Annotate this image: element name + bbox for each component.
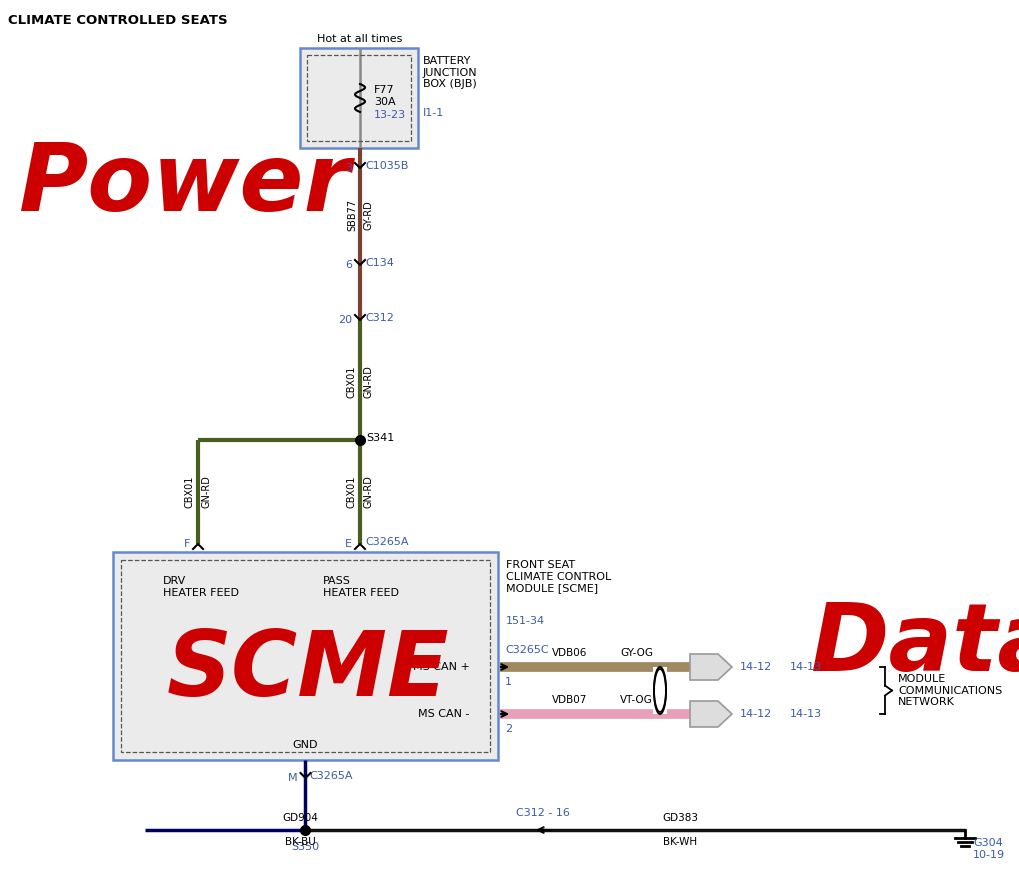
- Text: 30A: 30A: [374, 97, 395, 107]
- Text: GD904: GD904: [282, 813, 318, 823]
- Text: FRONT SEAT
CLIMATE CONTROL
MODULE [SCME]: FRONT SEAT CLIMATE CONTROL MODULE [SCME]: [506, 560, 611, 593]
- Text: PASS
HEATER FEED: PASS HEATER FEED: [323, 576, 399, 598]
- Text: BK-BU: BK-BU: [284, 837, 315, 847]
- Text: C312: C312: [365, 313, 394, 323]
- Text: VDB06: VDB06: [552, 648, 588, 658]
- Text: VDB07: VDB07: [552, 695, 588, 705]
- Text: 2: 2: [505, 724, 513, 734]
- Text: C3265A: C3265A: [365, 537, 409, 547]
- Text: CBX01: CBX01: [347, 476, 357, 508]
- Text: S350: S350: [291, 842, 320, 852]
- Text: CLIMATE CONTROLLED SEATS: CLIMATE CONTROLLED SEATS: [8, 14, 227, 27]
- Text: MS CAN -: MS CAN -: [419, 709, 470, 719]
- Text: DRV
HEATER FEED: DRV HEATER FEED: [163, 576, 239, 598]
- Text: GN-RD: GN-RD: [364, 476, 374, 508]
- Text: GY-OG: GY-OG: [620, 648, 653, 658]
- Text: 13-23: 13-23: [374, 110, 407, 120]
- Text: C312 - 16: C312 - 16: [516, 808, 570, 818]
- Text: M: M: [288, 773, 298, 783]
- Text: G304
10-19: G304 10-19: [973, 838, 1005, 860]
- Text: GD383: GD383: [662, 813, 698, 823]
- Text: C1035B: C1035B: [365, 161, 409, 171]
- Text: Hot at all times: Hot at all times: [317, 34, 403, 44]
- Text: I1-1: I1-1: [423, 108, 444, 118]
- Text: F: F: [183, 539, 190, 549]
- Text: Power: Power: [18, 139, 351, 231]
- Text: F77: F77: [374, 85, 394, 95]
- Text: 6: 6: [345, 260, 352, 270]
- Text: 14-12: 14-12: [740, 709, 772, 719]
- Text: 14-13: 14-13: [790, 662, 822, 672]
- Text: GY-RD: GY-RD: [364, 200, 374, 230]
- Text: MODULE
COMMUNICATIONS
NETWORK: MODULE COMMUNICATIONS NETWORK: [898, 674, 1003, 707]
- Bar: [300, 48, 418, 148]
- Text: E: E: [345, 539, 352, 549]
- Text: 14-12: 14-12: [740, 662, 772, 672]
- Bar: [307, 55, 411, 141]
- Polygon shape: [690, 701, 732, 727]
- Text: VT-OG: VT-OG: [620, 695, 653, 705]
- Text: C134: C134: [365, 258, 394, 268]
- Text: 3: 3: [345, 163, 352, 173]
- Text: 1: 1: [505, 677, 512, 687]
- Text: GND: GND: [292, 740, 318, 750]
- Text: 20: 20: [338, 315, 352, 325]
- Text: 14-13: 14-13: [790, 709, 822, 719]
- Text: BATTERY
JUNCTION
BOX (BJB): BATTERY JUNCTION BOX (BJB): [423, 56, 478, 89]
- Text: Data: Data: [810, 599, 1019, 691]
- Text: GN-RD: GN-RD: [364, 366, 374, 398]
- Text: CBX01: CBX01: [347, 366, 357, 398]
- Bar: [113, 552, 498, 760]
- Text: CBX01: CBX01: [185, 476, 195, 508]
- Text: C3265C: C3265C: [505, 645, 548, 655]
- Text: MS CAN +: MS CAN +: [413, 662, 470, 672]
- Text: SBB77: SBB77: [347, 199, 357, 231]
- Polygon shape: [690, 654, 732, 680]
- Text: BK-WH: BK-WH: [663, 837, 697, 847]
- Text: C3265A: C3265A: [310, 771, 353, 781]
- Text: SCME: SCME: [167, 627, 449, 715]
- Text: S341: S341: [366, 433, 394, 443]
- Bar: [121, 560, 490, 752]
- Text: GN-RD: GN-RD: [202, 476, 212, 508]
- Text: 151-34: 151-34: [506, 616, 545, 626]
